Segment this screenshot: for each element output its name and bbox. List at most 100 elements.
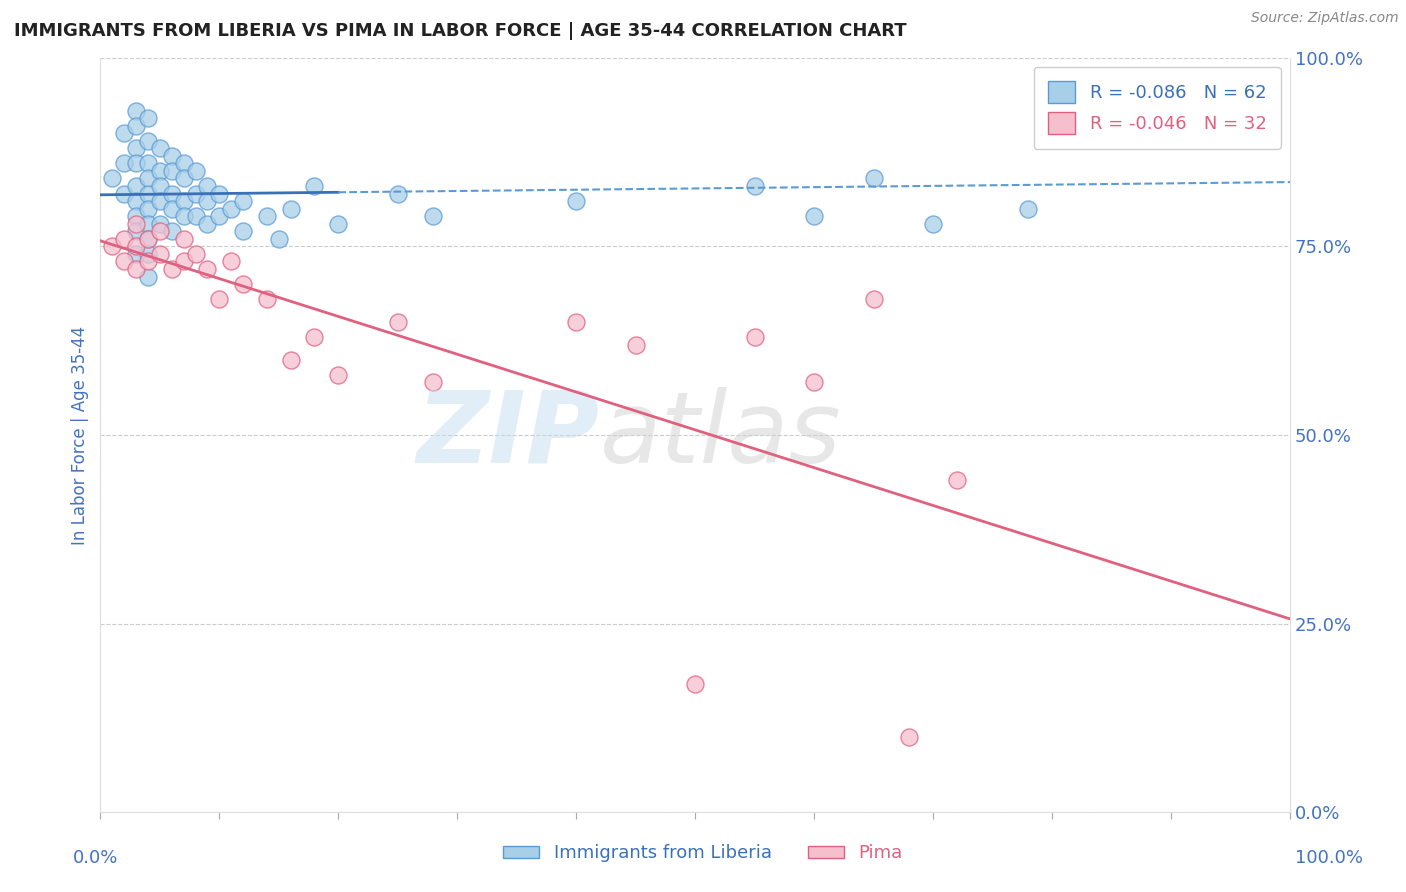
Point — [184, 247, 207, 261]
Point — [328, 368, 350, 382]
Point — [232, 194, 254, 208]
Y-axis label: In Labor Force | Age 35-44: In Labor Force | Age 35-44 — [72, 326, 89, 545]
Point — [304, 179, 326, 194]
Point — [136, 254, 159, 268]
Point — [862, 171, 884, 186]
Point — [219, 254, 242, 268]
Point — [149, 194, 172, 208]
Point — [922, 217, 945, 231]
Point — [422, 376, 444, 390]
Point — [125, 141, 148, 155]
Point — [125, 156, 148, 170]
Point — [125, 239, 148, 253]
Legend: R = -0.086   N = 62, R = -0.046   N = 32: R = -0.086 N = 62, R = -0.046 N = 32 — [1033, 67, 1281, 149]
Point — [160, 262, 183, 277]
Point — [125, 209, 148, 223]
Point — [173, 171, 195, 186]
Point — [136, 171, 159, 186]
Point — [744, 330, 766, 344]
Point — [112, 254, 135, 268]
Point — [136, 202, 159, 216]
Point — [173, 232, 195, 246]
Point — [101, 239, 124, 253]
Point — [149, 217, 172, 231]
Point — [280, 352, 302, 367]
Point — [173, 209, 195, 223]
Point — [256, 292, 278, 306]
Text: IMMIGRANTS FROM LIBERIA VS PIMA IN LABOR FORCE | AGE 35-44 CORRELATION CHART: IMMIGRANTS FROM LIBERIA VS PIMA IN LABOR… — [14, 22, 907, 40]
Point — [184, 186, 207, 201]
Point — [232, 277, 254, 292]
Point — [136, 134, 159, 148]
Point — [232, 224, 254, 238]
Text: ZIP: ZIP — [418, 386, 600, 483]
Point — [267, 232, 290, 246]
Point — [136, 232, 159, 246]
Point — [160, 224, 183, 238]
Point — [112, 156, 135, 170]
Point — [160, 202, 183, 216]
Point — [173, 156, 195, 170]
Point — [125, 179, 148, 194]
Point — [197, 179, 219, 194]
Text: atlas: atlas — [600, 386, 842, 483]
Point — [219, 202, 242, 216]
Point — [149, 164, 172, 178]
Point — [173, 194, 195, 208]
Point — [683, 677, 706, 691]
Point — [149, 224, 172, 238]
Point — [184, 209, 207, 223]
Legend: Immigrants from Liberia, Pima: Immigrants from Liberia, Pima — [496, 838, 910, 870]
Point — [125, 194, 148, 208]
Point — [125, 224, 148, 238]
Point — [160, 186, 183, 201]
Point — [256, 209, 278, 223]
Point — [328, 217, 350, 231]
Point — [136, 111, 159, 125]
Point — [208, 209, 231, 223]
Point — [387, 315, 409, 329]
Point — [136, 217, 159, 231]
Point — [565, 315, 588, 329]
Point — [149, 247, 172, 261]
Point — [184, 164, 207, 178]
Point — [136, 247, 159, 261]
Point — [565, 194, 588, 208]
Point — [136, 269, 159, 284]
Point — [149, 179, 172, 194]
Point — [422, 209, 444, 223]
Text: 100.0%: 100.0% — [1295, 849, 1362, 867]
Point — [173, 254, 195, 268]
Point — [101, 171, 124, 186]
Point — [898, 730, 921, 744]
Point — [160, 164, 183, 178]
Point — [1136, 73, 1159, 87]
Point — [744, 179, 766, 194]
Point — [197, 194, 219, 208]
Point — [803, 209, 825, 223]
Point — [803, 376, 825, 390]
Point — [112, 186, 135, 201]
Point — [149, 141, 172, 155]
Point — [624, 337, 647, 351]
Point — [136, 156, 159, 170]
Point — [112, 126, 135, 140]
Point — [304, 330, 326, 344]
Point — [125, 217, 148, 231]
Point — [112, 232, 135, 246]
Point — [125, 119, 148, 133]
Point — [208, 186, 231, 201]
Point — [280, 202, 302, 216]
Point — [125, 262, 148, 277]
Point — [208, 292, 231, 306]
Point — [136, 186, 159, 201]
Point — [125, 247, 148, 261]
Point — [387, 186, 409, 201]
Point — [862, 292, 884, 306]
Point — [1017, 202, 1039, 216]
Point — [946, 474, 969, 488]
Point — [160, 149, 183, 163]
Text: Source: ZipAtlas.com: Source: ZipAtlas.com — [1251, 11, 1399, 25]
Point — [136, 232, 159, 246]
Point — [125, 103, 148, 118]
